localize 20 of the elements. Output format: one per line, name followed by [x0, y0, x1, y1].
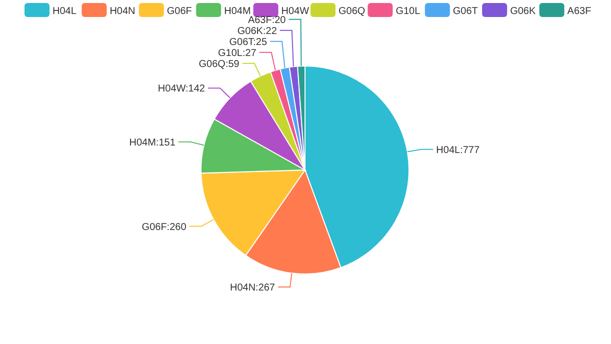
- data-label: A63F:20: [248, 14, 286, 26]
- legend-label: H04W: [281, 6, 310, 17]
- legend-label: G10L: [396, 6, 421, 17]
- data-label: H04M:151: [129, 137, 176, 148]
- data-label: G06Q:59: [198, 58, 240, 70]
- data-label: G06K:22: [237, 26, 278, 37]
- data-label: H04W:142: [158, 84, 206, 95]
- legend-label: A63F: [567, 6, 592, 17]
- data-label: G10L:27: [218, 48, 257, 59]
- legend-label: H04N: [110, 6, 136, 17]
- data-label: H04L:777: [436, 144, 480, 156]
- legend-label: G06T: [452, 6, 478, 17]
- data-label: H04N:267: [230, 282, 276, 294]
- legend-label: G06K: [510, 6, 536, 17]
- data-label: G06F:260: [142, 222, 187, 233]
- legend-label: H04L: [52, 6, 77, 17]
- data-label: G06T:25: [229, 36, 268, 48]
- legend-label: G06Q: [338, 6, 366, 17]
- legend-label: H04M: [224, 6, 251, 17]
- legend-label: G06F: [166, 6, 192, 17]
